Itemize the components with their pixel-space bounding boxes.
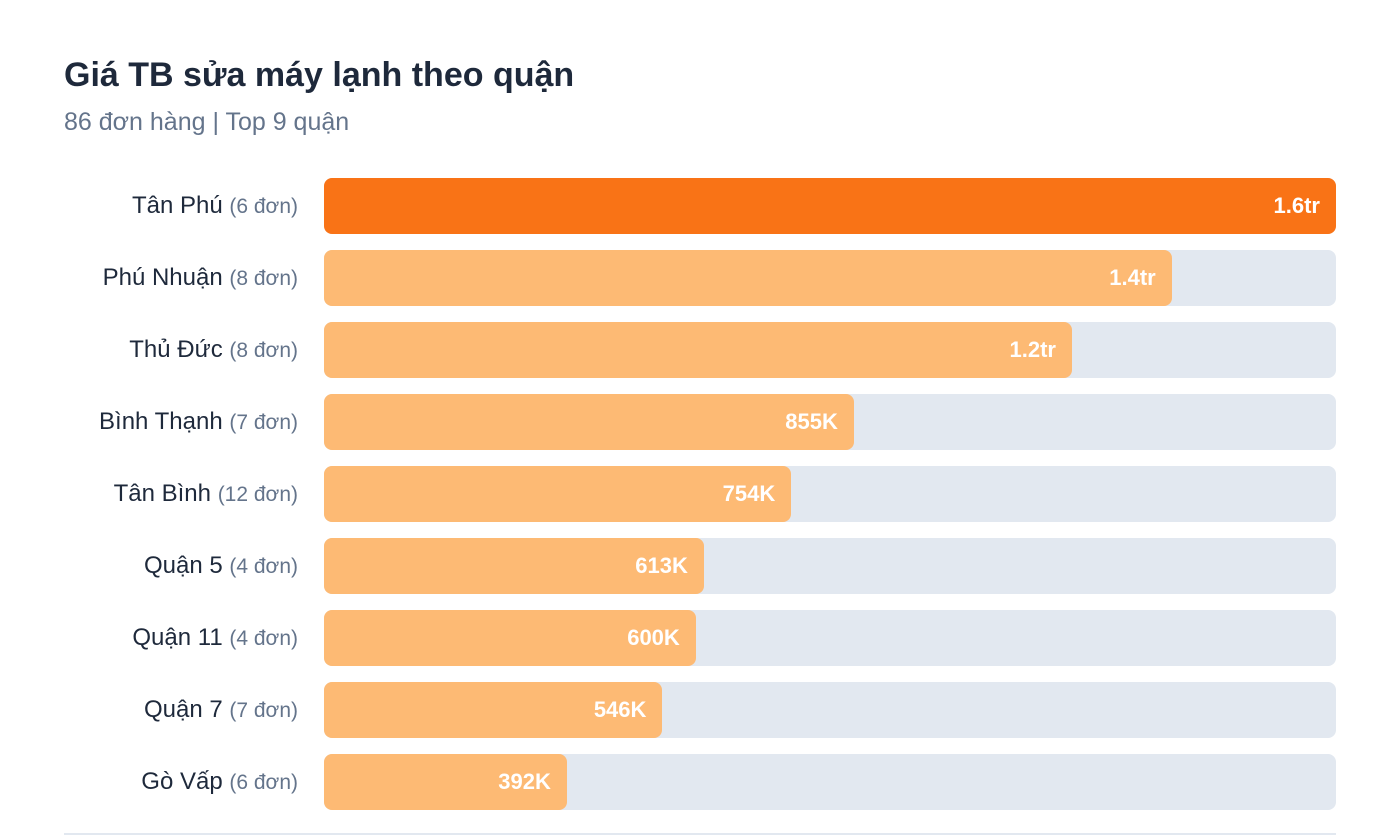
bar-row: Gò Vấp (6 đơn) 392K [0,754,1400,810]
value-label: 1.2tr [1009,337,1056,362]
district-name: Quận 11 [132,624,223,651]
order-count: (6 đơn) [229,195,298,218]
value-label: 1.4tr [1109,265,1156,290]
district-name: Phú Nhuận [102,264,223,291]
district-name: Gò Vấp [141,768,223,795]
bar: 600K [324,610,696,666]
bar-track: 546K [324,682,1336,738]
district-label: Phú Nhuận (8 đơn) [103,250,298,306]
bar-row: Tân Bình (12 đơn) 754K [0,466,1400,522]
bar: 754K [324,466,792,522]
bar: 1.6tr [324,178,1336,234]
district-name: Quận 5 [143,552,223,579]
value-label: 613K [635,553,688,578]
order-count: (4 đơn) [229,555,298,578]
bar-track: 754K [324,466,1336,522]
bar-row: Thủ Đức (8 đơn) 1.2tr [0,322,1400,378]
bar-track: 392K [324,754,1336,810]
bar: 392K [324,754,567,810]
bar: 1.2tr [324,322,1072,378]
district-label: Quận 11 (4 đơn) [132,610,298,666]
order-count: (6 đơn) [229,771,298,794]
bar-row: Quận 11 (4 đơn) 600K [0,610,1400,666]
order-count: (8 đơn) [229,339,298,362]
bar: 546K [324,682,663,738]
bar-track: 1.4tr [324,250,1336,306]
value-label: 392K [498,769,551,794]
district-label: Bình Thạnh (7 đơn) [99,394,298,450]
order-count: (8 đơn) [229,267,298,290]
district-label: Tân Phú (6 đơn) [132,178,298,234]
order-count: (4 đơn) [229,627,298,650]
district-name: Tân Bình [113,480,212,507]
order-count: (7 đơn) [229,411,298,434]
district-name: Quận 7 [143,696,223,723]
bar-row: Phú Nhuận (8 đơn) 1.4tr [0,250,1400,306]
order-count: (7 đơn) [229,699,298,722]
bar-row: Bình Thạnh (7 đơn) 855K [0,394,1400,450]
bar-row: Tân Phú (6 đơn) 1.6tr [0,178,1400,234]
district-label: Thủ Đức (8 đơn) [129,322,298,378]
district-label: Gò Vấp (6 đơn) [141,754,298,810]
bar-row: Quận 5 (4 đơn) 613K [0,538,1400,594]
chart-subtitle: 86 đơn hàng | Top 9 quận [64,108,350,136]
district-label: Quận 7 (7 đơn) [144,682,298,738]
divider [64,833,1336,835]
district-name: Tân Phú [131,192,223,219]
bar: 855K [324,394,854,450]
bar: 613K [324,538,704,594]
order-count: (12 đơn) [217,483,298,506]
bar-track: 855K [324,394,1336,450]
value-label: 546K [593,697,647,722]
bar-row: Quận 7 (7 đơn) 546K [0,682,1400,738]
bar-track: 613K [324,538,1336,594]
bar-track: 600K [324,610,1336,666]
bar-track: 1.6tr [324,178,1336,234]
bar: 1.4tr [324,250,1172,306]
value-label: 600K [627,625,680,650]
district-label: Quận 5 (4 đơn) [144,538,298,594]
district-name: Bình Thạnh [99,408,223,435]
district-name: Thủ Đức [129,336,223,363]
chart-title: Giá TB sửa máy lạnh theo quận [64,56,575,94]
value-label: 855K [785,409,838,434]
bar-track: 1.2tr [324,322,1336,378]
district-label: Tân Bình (12 đơn) [114,466,298,522]
value-label: 754K [722,481,776,506]
value-label: 1.6tr [1273,193,1320,218]
